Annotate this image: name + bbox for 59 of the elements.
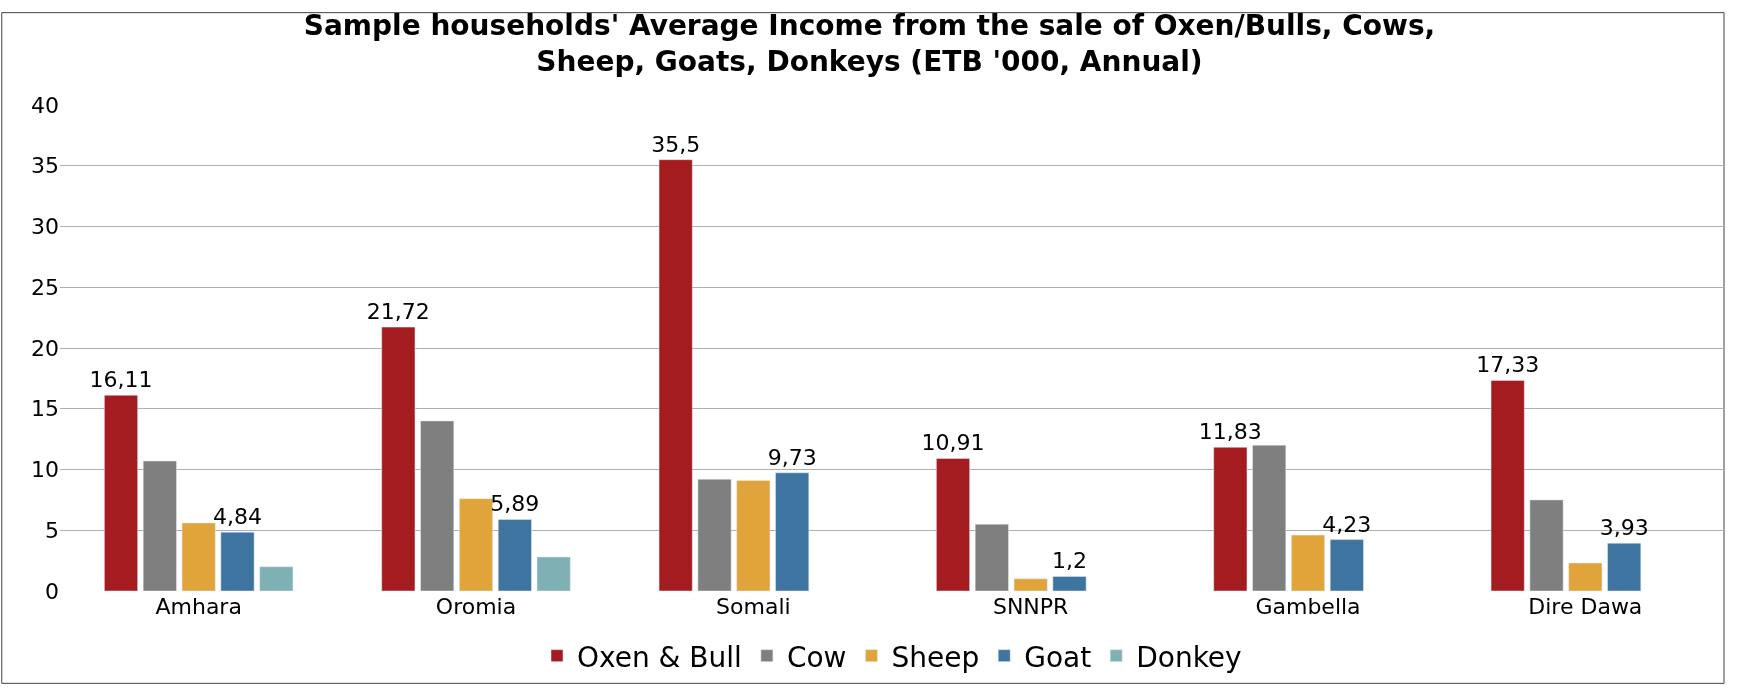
bar bbox=[736, 480, 771, 591]
data-label: 16,11 bbox=[89, 367, 153, 393]
bar bbox=[1607, 543, 1642, 591]
bar bbox=[1329, 539, 1364, 591]
data-label: 10,91 bbox=[921, 430, 985, 456]
bar bbox=[259, 566, 294, 591]
bar bbox=[1529, 499, 1564, 591]
y-tick-label: 5 bbox=[45, 517, 59, 543]
x-tick-label: Dire Dawa bbox=[1528, 594, 1643, 619]
bar bbox=[536, 556, 571, 591]
bar bbox=[420, 420, 455, 591]
x-tick-label: Oromia bbox=[435, 594, 517, 619]
x-tick-label: Somali bbox=[716, 594, 791, 619]
data-label: 17,33 bbox=[1476, 352, 1540, 378]
data-label: 5,89 bbox=[490, 491, 540, 517]
data-label: 9,73 bbox=[767, 444, 817, 470]
bar bbox=[974, 523, 1009, 591]
bar bbox=[220, 531, 255, 591]
data-label: 11,83 bbox=[1198, 419, 1262, 445]
bar bbox=[381, 326, 416, 591]
bar bbox=[1213, 447, 1248, 591]
bar bbox=[1252, 444, 1287, 591]
data-label: 1,2 bbox=[1051, 548, 1087, 574]
bar bbox=[1490, 380, 1525, 591]
bar bbox=[936, 458, 970, 591]
legend-label: Sheep bbox=[891, 640, 980, 674]
bar bbox=[1013, 578, 1048, 591]
x-tick-label: Gambella bbox=[1255, 594, 1361, 619]
bar bbox=[697, 478, 732, 591]
bar bbox=[775, 472, 810, 591]
data-label: 21,72 bbox=[366, 299, 430, 325]
data-label: 4,23 bbox=[1322, 511, 1372, 537]
y-tick-label: 0 bbox=[45, 578, 59, 604]
bar bbox=[459, 498, 493, 591]
bar bbox=[142, 460, 177, 591]
bar bbox=[658, 159, 693, 591]
bar bbox=[104, 395, 138, 591]
y-tick-label: 40 bbox=[31, 92, 59, 118]
data-label: 4,84 bbox=[213, 504, 262, 530]
bar bbox=[1052, 576, 1087, 591]
y-tick-label: 25 bbox=[31, 274, 59, 300]
bar bbox=[181, 522, 216, 591]
legend-label: Oxen & Bull bbox=[577, 640, 742, 674]
y-tick-label: 35 bbox=[31, 153, 59, 179]
x-tick-label: Amhara bbox=[155, 594, 242, 619]
y-tick-label: 10 bbox=[31, 457, 59, 483]
legend-label: Donkey bbox=[1136, 640, 1242, 674]
bar bbox=[1291, 534, 1325, 591]
legend-label: Cow bbox=[786, 640, 847, 674]
chart-title: Sample households' Average Income from the sale of Oxen/Bulls, Cows, Sheep, Goats, Donkeys (ETB '000, Annual) bbox=[303, 8, 1436, 78]
legend-label: Goat bbox=[1024, 640, 1092, 674]
data-label: 3,93 bbox=[1599, 515, 1649, 541]
y-tick-label: 15 bbox=[31, 396, 59, 422]
data-label: 35,5 bbox=[651, 131, 701, 157]
y-tick-label: 30 bbox=[31, 214, 59, 240]
bar bbox=[1568, 562, 1603, 591]
bar bbox=[497, 519, 532, 591]
y-tick-label: 20 bbox=[31, 335, 59, 361]
x-tick-label: SNNPR bbox=[992, 594, 1069, 619]
